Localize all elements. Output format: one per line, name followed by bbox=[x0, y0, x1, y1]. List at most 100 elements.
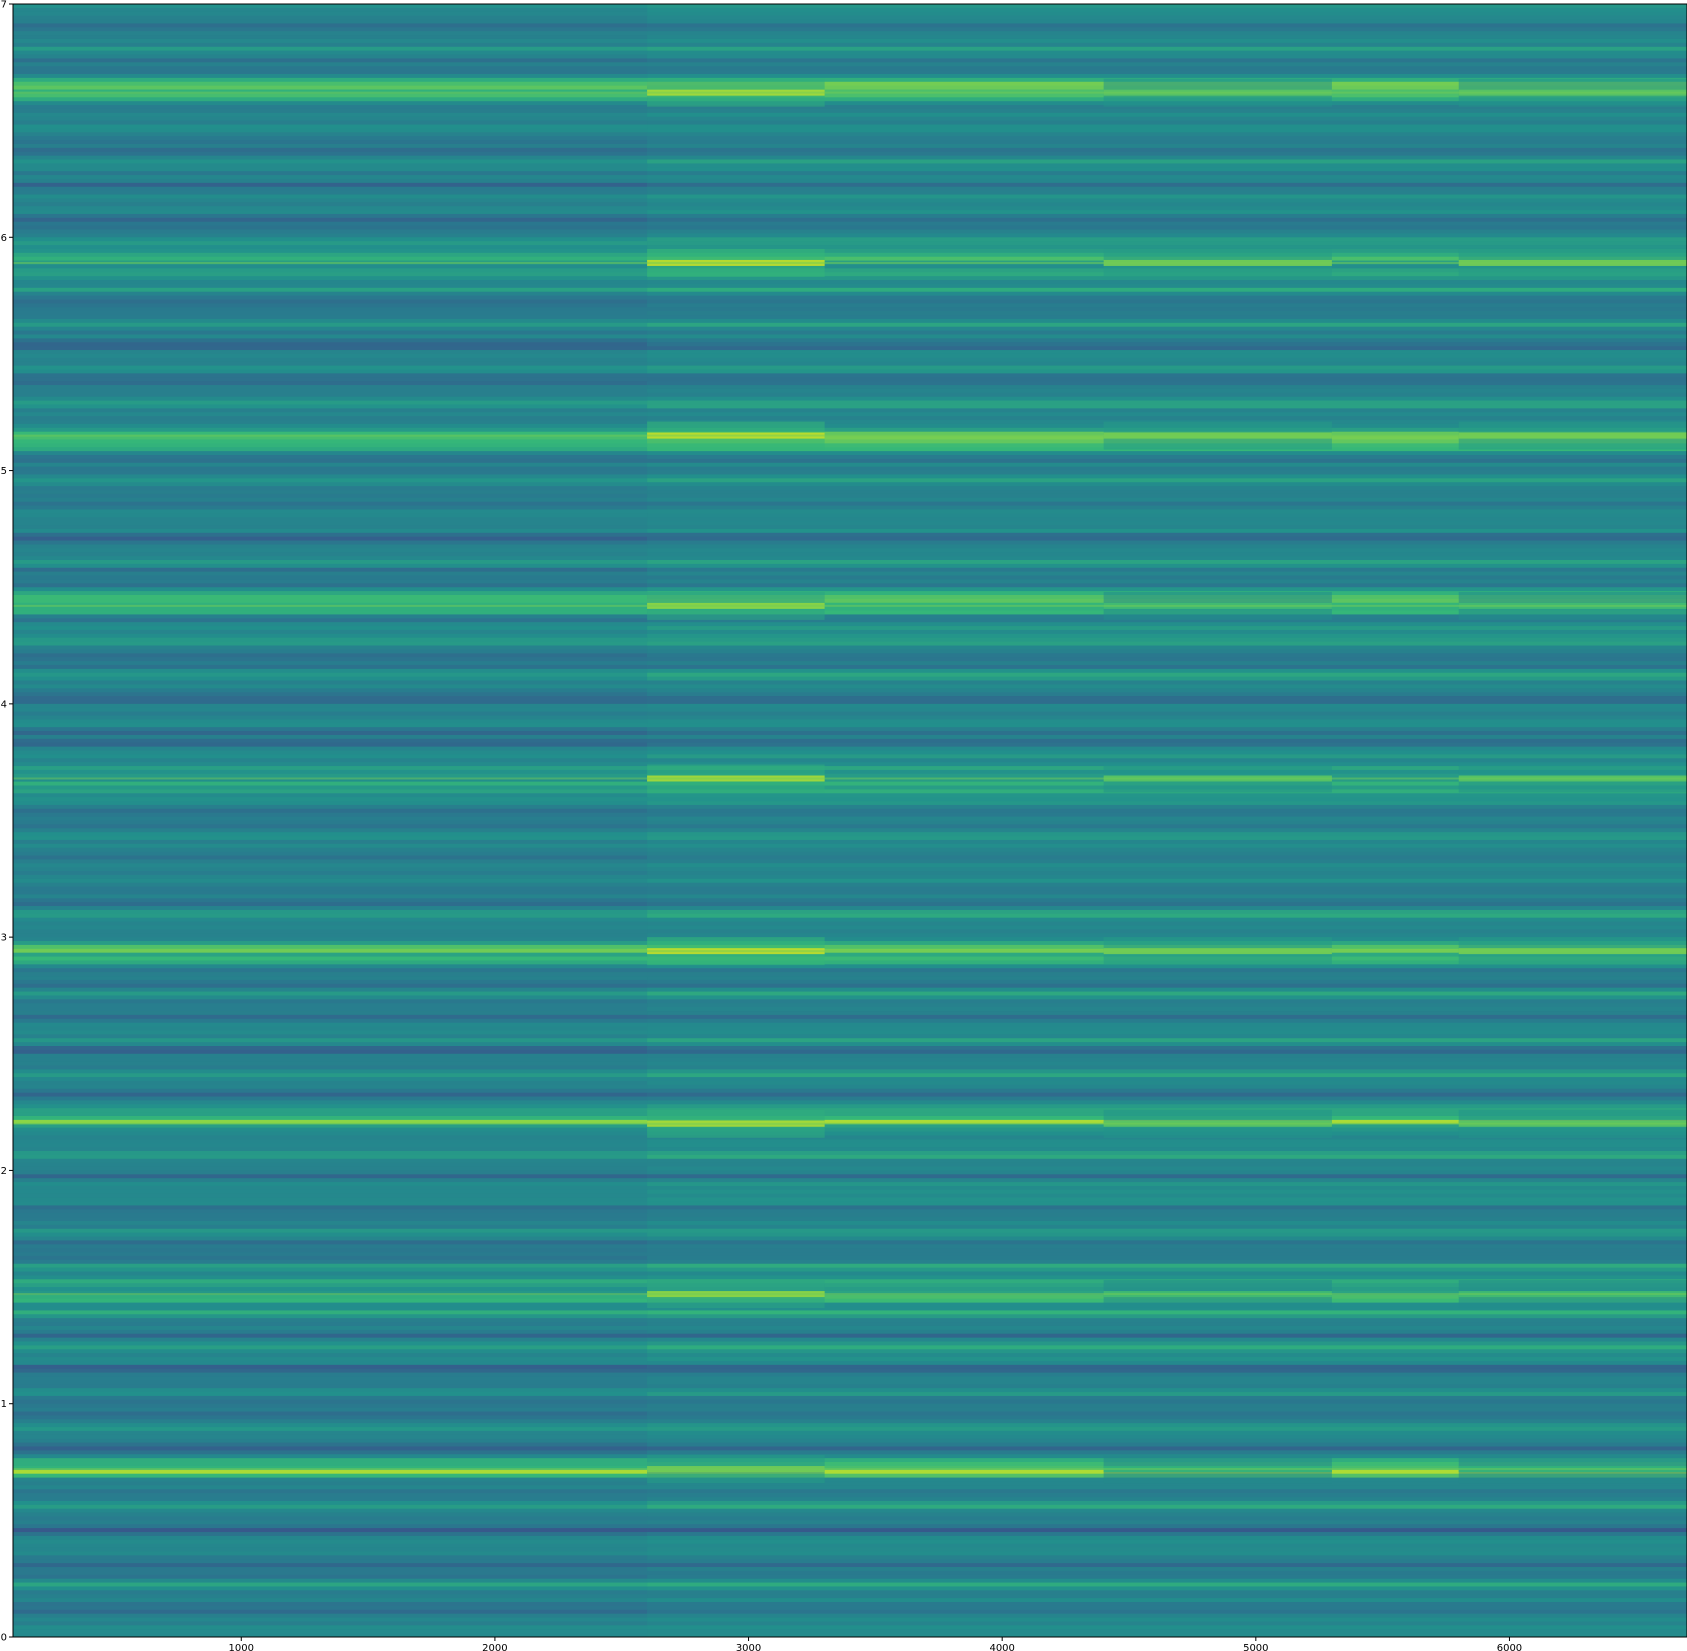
heatmap-row-left bbox=[13, 1345, 648, 1350]
heatmap-row-left bbox=[13, 509, 648, 514]
heatmap-row-left bbox=[13, 1508, 648, 1514]
plot-frame bbox=[12, 3, 1687, 1638]
heatmap-row-left bbox=[13, 976, 648, 981]
heatmap-row-right bbox=[647, 1154, 1687, 1160]
heatmap-row-right bbox=[647, 1007, 1687, 1012]
heatmap-row-right bbox=[647, 836, 1687, 841]
heatmap-row-left bbox=[13, 1213, 648, 1218]
heatmap-row-left bbox=[13, 353, 648, 359]
heatmap-row-right bbox=[647, 867, 1687, 872]
heatmap-row-left bbox=[13, 645, 648, 651]
heatmap-row-left bbox=[13, 738, 648, 744]
heatmap-row-left bbox=[13, 1318, 648, 1323]
heatmap-row-left bbox=[13, 941, 648, 946]
heatmap-row-left bbox=[13, 190, 648, 196]
heatmap-row-left bbox=[13, 1143, 648, 1148]
heatmap-row-left bbox=[13, 490, 648, 495]
bright-line bbox=[13, 1293, 1687, 1296]
heatmap-row-left bbox=[13, 1574, 648, 1580]
heatmap-row-left bbox=[13, 93, 648, 98]
heatmap-row-right bbox=[647, 151, 1687, 157]
heatmap-row-left bbox=[13, 1189, 648, 1195]
heatmap-row-right bbox=[647, 653, 1687, 658]
heatmap-row-left bbox=[13, 583, 648, 588]
heatmap-row-left bbox=[13, 229, 648, 234]
y-tick-label: 3 bbox=[1, 933, 7, 944]
heatmap-row-left bbox=[13, 1555, 648, 1560]
heatmap-row-left bbox=[13, 105, 648, 110]
heatmap-row-right bbox=[647, 1310, 1687, 1315]
heatmap-row-right bbox=[647, 225, 1687, 231]
heatmap-row-left bbox=[13, 703, 648, 709]
heatmap-row-left bbox=[13, 894, 648, 899]
heatmap-row-left bbox=[13, 66, 648, 71]
heatmap-row-right bbox=[647, 412, 1687, 417]
heatmap-row-right bbox=[647, 933, 1687, 938]
heatmap-row-left bbox=[13, 1512, 648, 1518]
heatmap-row-left bbox=[13, 1458, 648, 1463]
heatmap-row-right bbox=[647, 1081, 1687, 1086]
heatmap-row-right bbox=[647, 490, 1687, 495]
heatmap-row-right bbox=[647, 1046, 1687, 1051]
heatmap-row-left bbox=[13, 1166, 648, 1172]
heatmap-row-right bbox=[647, 1485, 1687, 1490]
heatmap-row-right bbox=[647, 280, 1687, 285]
heatmap-row-right bbox=[647, 175, 1687, 180]
heatmap-row-right bbox=[647, 1049, 1687, 1055]
heatmap-row-left bbox=[13, 1042, 648, 1047]
heatmap-row-left bbox=[13, 443, 648, 448]
heatmap-row-right bbox=[647, 58, 1687, 63]
heatmap-row-left bbox=[13, 649, 648, 654]
heatmap-row-left bbox=[13, 688, 648, 693]
heatmap-row-left bbox=[13, 213, 648, 219]
heatmap-row-left bbox=[13, 684, 648, 689]
heatmap-row-left bbox=[13, 1014, 648, 1020]
heatmap-row-left bbox=[13, 46, 648, 52]
heatmap-row-left bbox=[13, 559, 648, 565]
heatmap-row-left bbox=[13, 882, 648, 888]
heatmap-row-left bbox=[13, 801, 648, 806]
heatmap-row-left bbox=[13, 334, 648, 339]
heatmap-row-left bbox=[13, 1395, 648, 1401]
heatmap-row-left bbox=[13, 972, 648, 977]
heatmap-row-right bbox=[647, 797, 1687, 802]
heatmap-row-left bbox=[13, 828, 648, 833]
heatmap-row-right bbox=[647, 1034, 1687, 1039]
heatmap-row-right bbox=[647, 1360, 1687, 1366]
heatmap-row-left bbox=[13, 330, 648, 336]
heatmap-row-right bbox=[647, 1209, 1687, 1214]
y-tick-label: 4 bbox=[1, 699, 7, 710]
heatmap-row-right bbox=[647, 198, 1687, 203]
heatmap-row-left bbox=[13, 1532, 648, 1537]
heatmap-row-left bbox=[13, 435, 648, 441]
heatmap-row-right bbox=[647, 1259, 1687, 1265]
heatmap-row-left bbox=[13, 120, 648, 126]
heatmap-row-left bbox=[13, 1096, 648, 1102]
heatmap-row-right bbox=[647, 723, 1687, 728]
heatmap-row-left bbox=[13, 1193, 648, 1199]
heatmap-row-right bbox=[647, 801, 1687, 806]
heatmap-row-right bbox=[647, 1617, 1687, 1623]
heatmap-row-right bbox=[647, 1104, 1687, 1109]
heatmap-row-left bbox=[13, 727, 648, 732]
heatmap-row-left bbox=[13, 1446, 648, 1451]
heatmap-row-left bbox=[13, 598, 648, 604]
heatmap-row-left bbox=[13, 501, 648, 507]
heatmap-row-right bbox=[647, 1563, 1687, 1568]
heatmap-row-left bbox=[13, 423, 648, 429]
heatmap-row-right bbox=[647, 618, 1687, 623]
heatmap-row-right bbox=[647, 816, 1687, 822]
heatmap-row-left bbox=[13, 1115, 648, 1121]
heatmap-row-right bbox=[647, 1567, 1687, 1572]
heatmap-row-left bbox=[13, 478, 648, 483]
heatmap-row-left bbox=[13, 1337, 648, 1343]
heatmap-row-right bbox=[647, 1508, 1687, 1514]
heatmap-row-left bbox=[13, 1030, 648, 1035]
heatmap-row-right bbox=[647, 1497, 1687, 1502]
heatmap-row-left bbox=[13, 1306, 648, 1311]
heatmap-row-left bbox=[13, 1415, 648, 1420]
heatmap-row-left bbox=[13, 264, 648, 269]
heatmap-row-right bbox=[647, 972, 1687, 977]
heatmap-row-left bbox=[13, 641, 648, 647]
heatmap-row-right bbox=[647, 42, 1687, 48]
